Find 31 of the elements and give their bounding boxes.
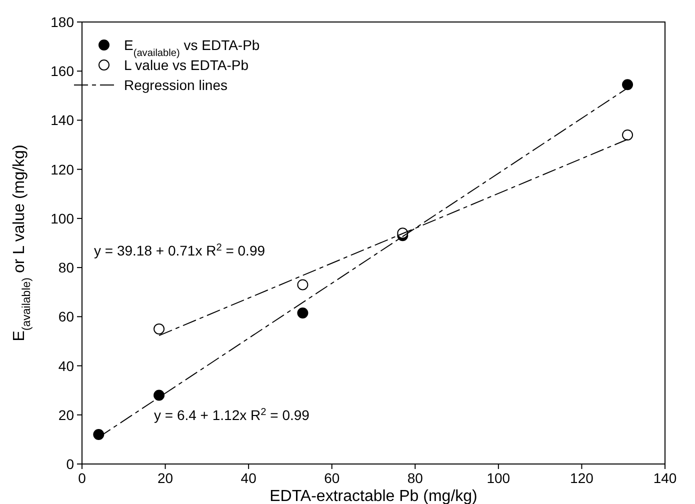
legend-label: E$_{(available)}$ vs EDTA-Pb xyxy=(124,37,260,58)
point xyxy=(154,323,165,334)
point xyxy=(622,129,634,140)
point xyxy=(93,429,104,440)
legend-label: L value vs EDTA-Pb xyxy=(124,57,249,73)
y-tick-label: 0 xyxy=(66,456,74,472)
y-tick-label: 60 xyxy=(58,308,74,325)
point xyxy=(297,307,308,318)
x-tick-label: 60 xyxy=(324,470,340,486)
y-tick-label: 160 xyxy=(50,63,74,80)
point xyxy=(622,79,634,90)
point xyxy=(154,390,165,401)
x-tick-label: 140 xyxy=(653,470,677,486)
annotation: y = 6.4 + 1.12x R$^{2}$ = 0.99 xyxy=(154,406,310,423)
x-tick-label: 20 xyxy=(157,470,174,486)
point xyxy=(297,279,308,290)
y-tick-label: 40 xyxy=(58,358,74,374)
y-tick-label: 100 xyxy=(50,210,74,226)
y-tick-label: 180 xyxy=(50,14,74,30)
x-tick-label: 120 xyxy=(570,470,594,486)
y-tick-label: 80 xyxy=(58,260,74,276)
x-tick-label: 100 xyxy=(486,470,510,486)
x-tick-label: 0 xyxy=(78,470,86,486)
x-tick-label: 40 xyxy=(240,470,257,486)
y-tick-label: 20 xyxy=(58,406,74,423)
x-tick-label: 80 xyxy=(407,470,424,486)
x-axis-title: EDTA-extractable Pb (mg/kg) xyxy=(270,488,478,504)
legend-label: Regression lines xyxy=(124,77,228,93)
annotation: y = 39.18 + 0.71x R$^{2}$ = 0.99 xyxy=(94,242,266,258)
y-tick-label: 140 xyxy=(50,112,74,128)
y-tick-label: 120 xyxy=(50,161,74,178)
